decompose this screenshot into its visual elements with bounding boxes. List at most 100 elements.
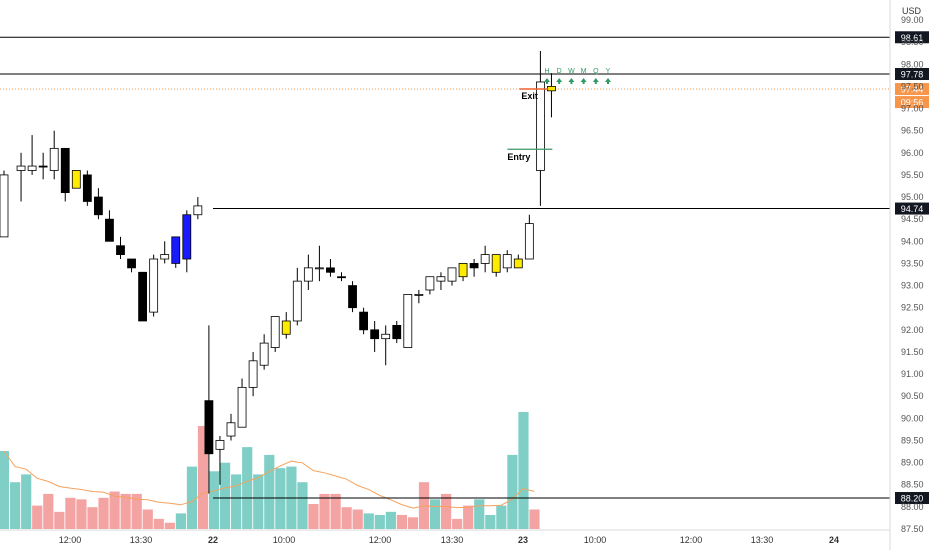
candle-body	[326, 267, 335, 273]
candle-body	[502, 254, 512, 269]
countdown-label: 09:56	[901, 98, 924, 108]
y-tick-label: 88.00	[901, 502, 924, 512]
y-tick-label: 98.50	[901, 37, 924, 47]
y-tick-label: 96.50	[901, 126, 924, 136]
volume-bar	[87, 507, 98, 529]
volume-bar	[407, 517, 419, 529]
candle-body	[16, 165, 26, 171]
x-tick-label: 13:30	[441, 535, 464, 545]
y-tick-label: 99.00	[901, 15, 924, 25]
y-tick-label: 92.50	[901, 303, 924, 313]
mtf-label: H	[544, 68, 549, 75]
volume-bar	[131, 493, 142, 529]
volume-bar	[109, 491, 120, 529]
y-tick-label: 91.50	[901, 347, 924, 357]
candle-body	[226, 422, 236, 437]
candle-body	[82, 174, 92, 202]
mtf-label: Q	[593, 68, 599, 75]
candle-body	[270, 316, 280, 348]
volume-bar	[164, 522, 175, 529]
price-badge-label: 98.61	[901, 33, 924, 43]
candle-body	[182, 214, 192, 260]
currency-label: USD	[902, 6, 922, 16]
candle-body	[204, 400, 214, 455]
mtf-label: M	[581, 68, 587, 75]
volume-bar	[10, 482, 21, 529]
volume-bar	[208, 471, 220, 529]
candle-body	[160, 254, 170, 260]
volume-bar	[32, 505, 43, 529]
volume-bar	[54, 511, 65, 529]
y-tick-label: 89.00	[901, 458, 924, 468]
y-tick-label: 89.50	[901, 435, 924, 445]
candle-body	[414, 294, 424, 296]
y-tick-label: 97.00	[901, 104, 924, 114]
candle-body	[60, 147, 70, 194]
volume-bar	[429, 499, 441, 529]
y-tick-label: 90.00	[901, 413, 924, 423]
volume-bar	[529, 509, 540, 529]
candle-body	[491, 254, 501, 273]
last-price-label: 97.44	[901, 85, 924, 95]
y-tick-label: 93.00	[901, 281, 924, 291]
candle-body	[127, 258, 136, 269]
volume-bar	[220, 462, 231, 529]
x-tick-label: 12:00	[59, 535, 82, 545]
volume-bar	[330, 493, 341, 529]
candle-body	[259, 342, 269, 366]
x-tick-label: 24	[829, 535, 839, 545]
volume-bar	[441, 493, 452, 529]
candle-body	[281, 320, 291, 335]
candle-body	[71, 170, 81, 189]
x-tick-label: 12:00	[369, 535, 392, 545]
x-tick-label: 10:00	[584, 535, 607, 545]
volume-bar	[153, 518, 164, 529]
volume-bar	[485, 514, 496, 529]
x-tick-label: 22	[208, 535, 218, 545]
volume-bar	[474, 499, 485, 529]
up-arrow-icon	[556, 77, 563, 84]
volume-bar	[308, 504, 319, 529]
candle-body	[38, 165, 48, 168]
volume-bar	[242, 447, 253, 529]
up-arrow-icon	[605, 77, 611, 84]
candle-body	[381, 333, 391, 340]
candle-body	[49, 147, 59, 171]
candle-body	[116, 245, 125, 255]
y-tick-label: 96.00	[901, 148, 924, 158]
candle-body	[469, 263, 479, 269]
volume-bar	[264, 454, 275, 529]
up-arrow-icon	[568, 77, 575, 84]
y-tick-label: 87.50	[901, 524, 924, 534]
candle-body	[536, 81, 545, 171]
volume-bar	[341, 507, 352, 529]
price-badge	[895, 31, 929, 44]
price-badge	[895, 202, 929, 215]
candle-body	[303, 267, 313, 282]
candle-body	[248, 360, 258, 388]
price-badge-label: 88.20	[901, 494, 924, 504]
volume-bar	[452, 518, 463, 529]
candle-body	[314, 267, 324, 270]
candle-body	[215, 440, 225, 450]
volume-bar	[363, 513, 374, 529]
candle-body	[27, 165, 37, 171]
volume-bar	[253, 474, 264, 529]
volume-bar	[197, 426, 209, 529]
candle-body	[171, 236, 181, 264]
y-tick-label: 95.00	[901, 192, 924, 202]
candle-body	[292, 280, 302, 322]
volume-bar	[463, 505, 474, 529]
volume-bar	[76, 499, 87, 529]
mtf-label: Y	[606, 68, 611, 75]
volume-bar	[396, 514, 407, 529]
price-badge-label: 97.78	[901, 69, 924, 79]
y-tick-label: 94.00	[901, 236, 924, 246]
x-tick-label: 10:00	[273, 535, 296, 545]
candle-body	[547, 85, 556, 92]
y-tick-label: 88.50	[901, 480, 924, 490]
x-tick-label: 13:30	[130, 535, 153, 545]
candle-body	[359, 311, 369, 331]
price-badge-label: 94.74	[901, 204, 924, 214]
